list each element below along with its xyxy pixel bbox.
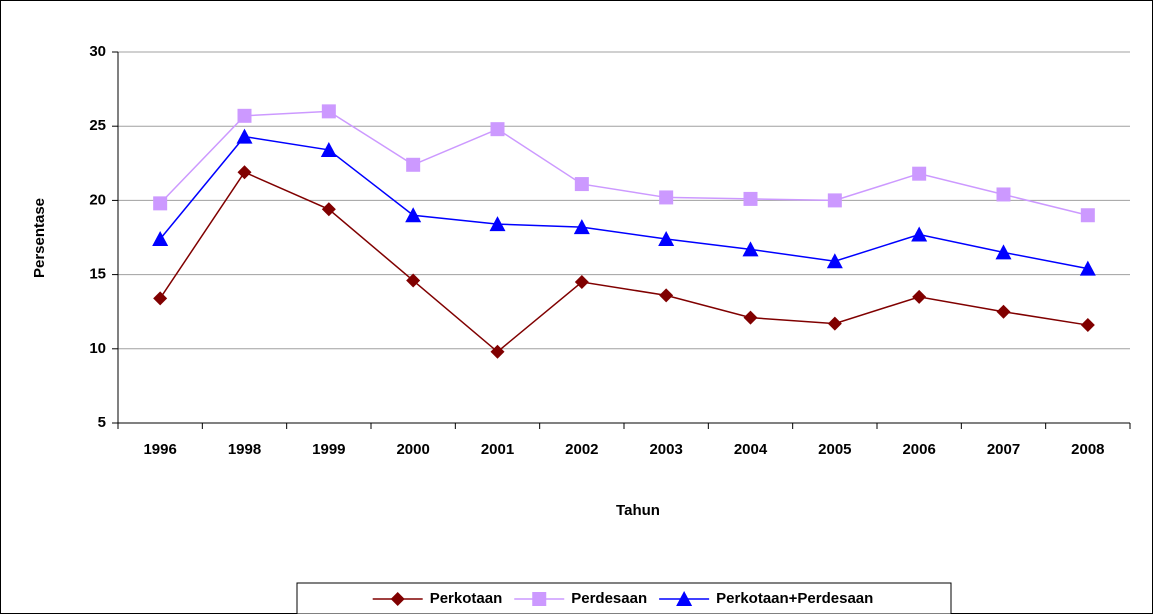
data-point [320, 141, 337, 157]
x-tick-label: 2004 [734, 441, 768, 458]
x-tick-label: 1996 [143, 441, 176, 458]
data-point [743, 310, 758, 325]
data-point [573, 219, 590, 235]
series-line [159, 110, 1089, 216]
x-tick-label: 1998 [228, 441, 261, 458]
data-point [321, 104, 336, 119]
data-point [827, 193, 842, 208]
data-point [1079, 260, 1096, 276]
data-point [405, 207, 422, 223]
data-point [826, 253, 843, 269]
y-axis-label: Persentase [31, 198, 48, 278]
data-point [911, 226, 928, 242]
y-tick-label: 15 [89, 266, 106, 283]
x-tick-label: 2003 [649, 441, 682, 458]
data-point [827, 316, 842, 331]
x-tick-label: 2006 [902, 441, 935, 458]
x-tick-label: 2000 [396, 441, 429, 458]
x-axis-label: Tahun [616, 502, 660, 519]
legend: Perkotaan Perdesaan Perkotaan+Perdesaan [296, 582, 952, 614]
data-point [152, 230, 169, 246]
data-point [153, 291, 168, 306]
data-point [406, 273, 421, 288]
data-point [1080, 318, 1095, 333]
data-point [659, 190, 674, 205]
data-point [574, 275, 589, 290]
y-tick-label: 20 [89, 191, 106, 208]
legend-marker [532, 592, 547, 606]
data-point [574, 177, 589, 192]
legend-label: Perkotaan+Perdesaan [716, 590, 873, 607]
series-line [159, 135, 1088, 270]
legend-label: Perdesaan [571, 590, 647, 607]
series-line [159, 171, 1088, 353]
y-tick-label: 30 [89, 43, 106, 60]
x-tick-label: 2008 [1071, 441, 1104, 458]
data-point [406, 157, 421, 172]
data-point [995, 244, 1012, 260]
data-point [742, 241, 759, 257]
data-point [996, 187, 1011, 202]
x-tick-label: 2005 [818, 441, 851, 458]
y-tick-label: 10 [89, 340, 106, 357]
data-point [1080, 208, 1095, 223]
data-point [490, 344, 505, 359]
y-tick-label: 25 [89, 117, 106, 134]
legend-marker [676, 591, 693, 606]
data-point [996, 304, 1011, 319]
x-tick-label: 2001 [481, 441, 514, 458]
data-point [490, 122, 505, 137]
data-point [658, 230, 675, 246]
data-point [153, 196, 168, 211]
y-tick-label: 5 [98, 414, 106, 431]
data-point [912, 166, 927, 181]
x-tick-label: 2007 [987, 441, 1020, 458]
data-point [489, 216, 506, 232]
data-point [659, 288, 674, 303]
data-point [237, 165, 252, 180]
x-tick-label: 1999 [312, 441, 345, 458]
legend-marker [390, 592, 405, 606]
data-point [237, 108, 252, 123]
data-point [236, 128, 253, 144]
data-point [321, 202, 336, 217]
data-point [912, 289, 927, 304]
data-point [743, 191, 758, 206]
legend-label: Perkotaan [430, 590, 503, 607]
x-tick-label: 2002 [565, 441, 598, 458]
